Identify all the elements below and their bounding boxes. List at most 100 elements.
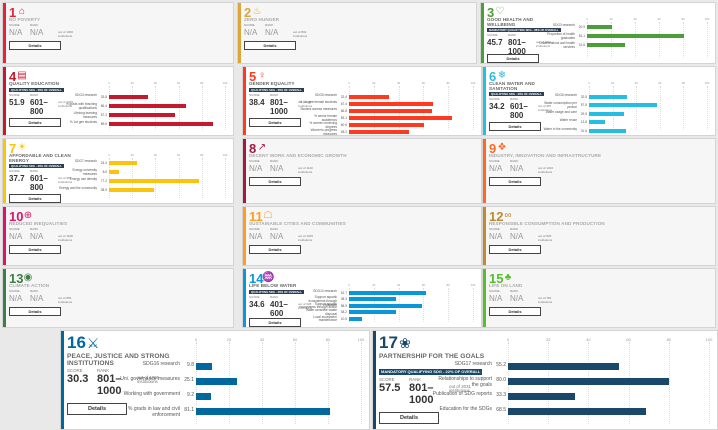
family-icon: ⌂ xyxy=(18,6,26,17)
metric-row: SDG6 research 32.5 xyxy=(555,93,707,100)
metric-label: % women receiving degrees xyxy=(309,121,337,129)
sdg-card-13: 13 ◉ CLIMATE ACTION SCORE RANK N/A N/A out of 8… xyxy=(2,268,234,328)
details-button[interactable]: Details xyxy=(487,54,539,63)
axis-tick-label: 40 xyxy=(259,337,265,342)
metric-row: Collaborations and health services 31.6 xyxy=(539,41,707,48)
details-button[interactable]: Details xyxy=(249,177,301,186)
sdg-card-17: 17 ❀ PARTNERSHIP FOR THE GOALS MANDATORY QU… xyxy=(372,330,718,430)
score-value: 34.6 xyxy=(249,300,265,309)
metric-bar xyxy=(587,25,613,29)
metrics-chart: 0 20 40 60 80 100 SDG17 research 55.2 Relationsh… xyxy=(433,337,712,425)
dove-icon: ⚔ xyxy=(86,335,100,351)
axis-tick-label: 20 xyxy=(609,17,613,21)
details-button[interactable]: Details xyxy=(9,41,61,50)
sdg-number: 11 xyxy=(249,209,263,224)
details-button[interactable]: Details xyxy=(67,403,127,415)
metric-value: 80.0 xyxy=(496,377,506,383)
metric-row: % 1st gen students 89.6 xyxy=(70,120,225,127)
axis-tick-label: 40 xyxy=(153,81,157,85)
sdg-number: 7 xyxy=(9,141,17,156)
rank-label: RANK xyxy=(510,159,519,163)
axis-tick-label: 40 xyxy=(633,17,637,21)
gridline xyxy=(132,86,134,130)
gridline xyxy=(635,22,636,58)
gridline xyxy=(683,22,684,58)
sdg-title: AFFORDABLE AND CLEAN ENERGY xyxy=(9,153,71,164)
details-button[interactable]: Details xyxy=(9,118,61,127)
details-button[interactable]: Details xyxy=(489,177,541,186)
score-value: N/A xyxy=(249,232,263,241)
metric-bar xyxy=(109,95,149,99)
gridline xyxy=(178,86,180,130)
details-button[interactable]: Details xyxy=(489,245,541,254)
axis-tick-label: 80 xyxy=(200,81,204,85)
metric-value: 55.2 xyxy=(496,362,506,368)
axis-tick-label: 60 xyxy=(658,81,662,85)
details-button[interactable]: Details xyxy=(249,245,301,254)
details-button[interactable]: Details xyxy=(9,194,61,203)
institutions-count: out of 802 institutions xyxy=(293,30,308,38)
metric-label: Water consumption per person xyxy=(544,101,577,109)
metric-bar xyxy=(109,170,119,174)
metric-row: Energy university measures 8.5 xyxy=(73,168,225,175)
score-value: N/A xyxy=(9,28,23,37)
sdg-title: QUALITY EDUCATION xyxy=(9,81,60,86)
score-label: SCORE xyxy=(9,23,20,27)
metric-value: 57.2 xyxy=(100,113,107,117)
card-accent-stripe xyxy=(481,3,484,63)
axis-tick-label: 60 xyxy=(177,153,181,157)
metric-bar xyxy=(508,393,575,400)
metric-bar xyxy=(589,128,627,133)
details-button[interactable]: Details xyxy=(9,307,61,316)
metric-value: 9.2 xyxy=(187,392,194,398)
rank-value: 601– 800 xyxy=(30,98,48,116)
sdg-card-5: 5 ♀ GENDER EQUALITY QUALIFYING SDG - 26% OF… xyxy=(242,66,482,136)
rank-value: N/A xyxy=(30,294,44,303)
card-accent-stripe xyxy=(243,139,246,203)
metric-label: Education for the SDGs xyxy=(439,406,492,412)
metric-bar xyxy=(196,378,238,385)
institutions-count: out of 1367 institutions xyxy=(298,100,314,108)
sdg-number: 8 xyxy=(249,141,257,156)
axis-tick-label: 0 xyxy=(194,337,198,342)
metric-label: SDG5 research xyxy=(315,93,337,97)
qualifying-badge: QUALIFYING SDG - 26% OF OVERALL xyxy=(489,92,544,96)
rank-value: 801– 1000 xyxy=(270,98,288,116)
axis-tick-label: 60 xyxy=(421,81,425,85)
details-button[interactable]: Details xyxy=(489,122,541,131)
metric-bar xyxy=(349,130,409,134)
details-button[interactable]: Details xyxy=(244,41,296,50)
details-button[interactable]: Details xyxy=(9,245,61,254)
axis-tick-label: 100 xyxy=(704,17,710,21)
score-value: N/A xyxy=(249,164,263,173)
gridline xyxy=(349,86,350,130)
metric-bar xyxy=(589,111,624,116)
city-icon: ☖ xyxy=(263,210,273,221)
rank-label: RANK xyxy=(270,93,279,97)
axis-tick-label: 80 xyxy=(325,337,331,342)
metric-row: SDG4 research 33.8 xyxy=(75,93,225,100)
sdg-title: LIFE BELOW WATER xyxy=(249,283,297,288)
details-button[interactable]: Details xyxy=(379,412,439,424)
metric-label: SDG17 research xyxy=(454,361,492,367)
metric-value: 13.8 xyxy=(580,120,587,125)
sdg-card-12: 12 ∞ RESPONSIBLE CONSUMPTION AND PRODUCTIO… xyxy=(482,206,716,266)
score-value: 30.3 xyxy=(67,373,89,385)
metric-bar xyxy=(349,303,423,308)
details-button[interactable]: Details xyxy=(249,118,301,127)
equality-icon: ⊕ xyxy=(23,210,33,221)
details-button[interactable]: Details xyxy=(489,307,541,316)
growth-icon: ↗ xyxy=(257,142,267,153)
metric-bar xyxy=(508,408,646,415)
metric-row: SDG14 research 61.7 xyxy=(313,289,473,295)
metric-label: Relationships to support the goals xyxy=(438,376,492,388)
metric-row: Energy use density 77.2 xyxy=(70,177,225,184)
axis-tick-label: 0 xyxy=(588,81,590,85)
sdg-card-11: 11 ☖ SUSTAINABLE CITIES AND COMMUNITIES SCO… xyxy=(242,206,482,266)
gridline xyxy=(132,158,134,198)
axis-tick-label: 0 xyxy=(348,81,350,85)
rank-value: 601– 800 xyxy=(30,174,48,192)
eye-icon: ◉ xyxy=(23,272,33,283)
details-button[interactable]: Details xyxy=(249,318,301,327)
axis-tick-label: 20 xyxy=(130,81,134,85)
